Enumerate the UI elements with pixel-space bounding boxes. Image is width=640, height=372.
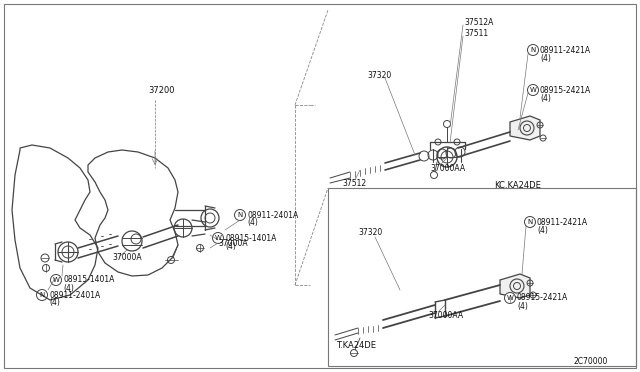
Text: 08915-1401A: 08915-1401A [225,234,276,243]
Text: 08915-1401A: 08915-1401A [63,276,115,285]
Text: W: W [214,235,221,241]
Circle shape [212,232,223,244]
Text: 08911-2421A: 08911-2421A [540,45,591,55]
Circle shape [51,275,61,285]
Text: 08911-2421A: 08911-2421A [537,218,588,227]
Circle shape [36,289,47,301]
Text: W: W [52,277,60,283]
Circle shape [504,292,515,304]
Text: (4): (4) [537,225,548,234]
Text: (4): (4) [225,241,236,250]
Text: (4): (4) [540,93,551,103]
Text: (4): (4) [517,301,528,311]
Text: W: W [507,295,513,301]
Text: N: N [237,212,243,218]
Text: 08915-2421A: 08915-2421A [517,294,568,302]
Text: (4): (4) [63,283,74,292]
Text: N: N [527,219,532,225]
Text: 37320: 37320 [358,228,382,237]
Text: 37512: 37512 [342,179,366,187]
Text: 2C70000: 2C70000 [573,357,608,366]
Text: 37511: 37511 [464,29,488,38]
Text: 37200: 37200 [148,86,175,94]
Circle shape [527,45,538,55]
Text: 08915-2421A: 08915-2421A [540,86,591,94]
Text: 37512A: 37512A [464,17,493,26]
Text: N: N [40,292,45,298]
Polygon shape [510,116,540,140]
Circle shape [525,217,536,228]
Text: W: W [529,87,536,93]
Text: 37320: 37320 [367,71,391,80]
Text: T.KA24DE: T.KA24DE [336,340,376,350]
Text: (4): (4) [247,218,258,227]
Text: 08911-2401A: 08911-2401A [49,291,100,299]
Text: N: N [531,47,536,53]
Text: 37000AA: 37000AA [428,311,463,320]
Text: 37000A: 37000A [218,238,248,247]
Circle shape [527,84,538,96]
Polygon shape [500,274,530,298]
Text: 08911-2401A: 08911-2401A [247,211,298,219]
Text: KC.KA24DE: KC.KA24DE [494,180,541,189]
Text: (4): (4) [49,298,60,308]
Bar [328,188,636,366]
Text: 37000AA: 37000AA [430,164,465,173]
Text: 37000A: 37000A [112,253,141,263]
Text: (4): (4) [540,54,551,62]
Circle shape [234,209,246,221]
